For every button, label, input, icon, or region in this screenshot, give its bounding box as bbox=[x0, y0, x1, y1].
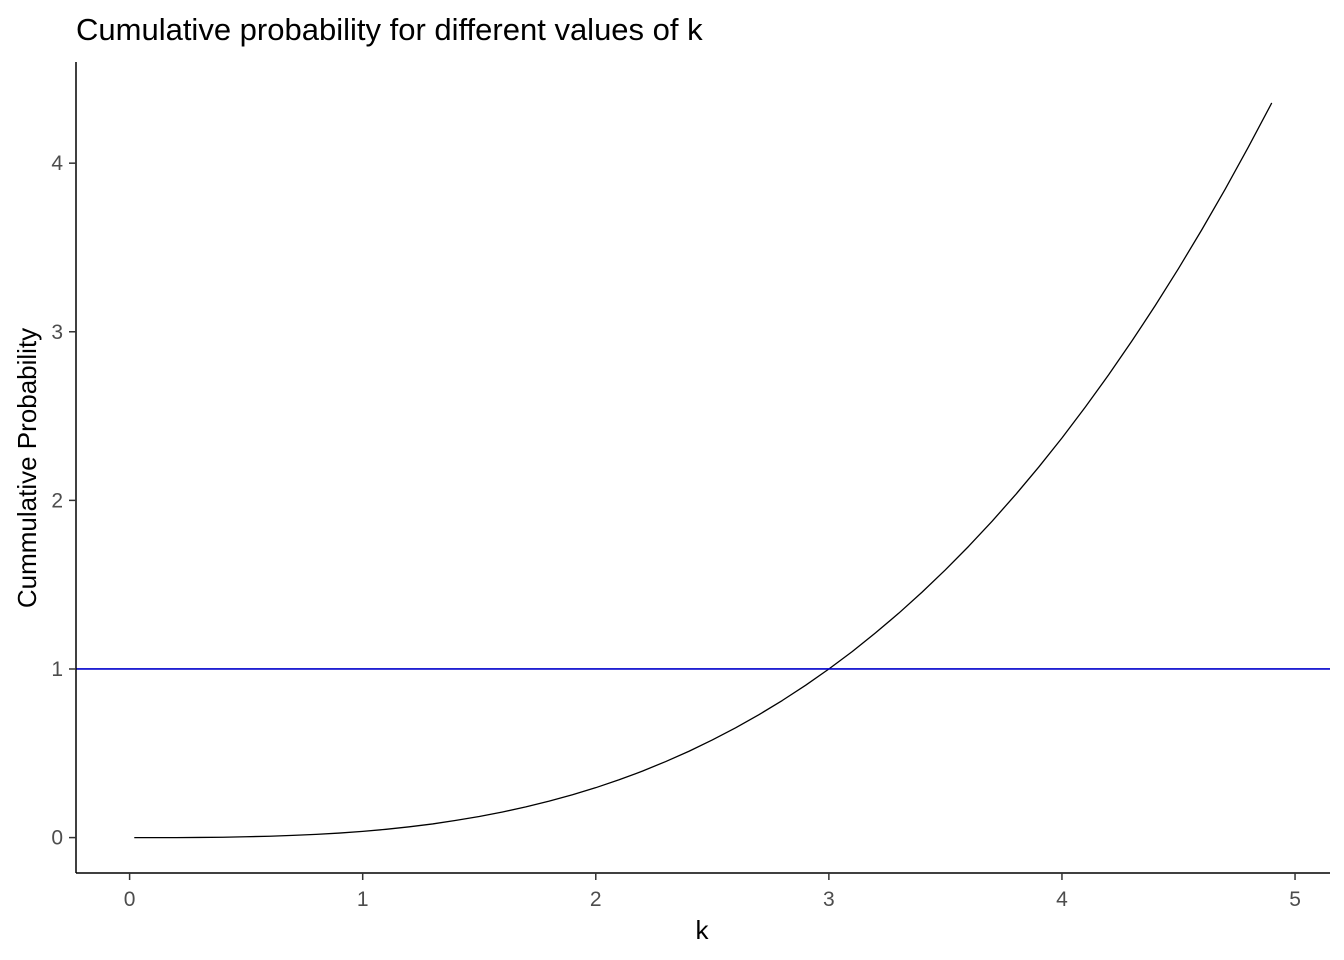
x-tick-label: 0 bbox=[124, 888, 136, 911]
y-tick-label: 1 bbox=[51, 658, 63, 681]
x-tick-label: 5 bbox=[1289, 888, 1301, 911]
y-tick-label: 2 bbox=[51, 489, 63, 512]
chart-title: Cumulative probability for different val… bbox=[76, 12, 703, 47]
series-line bbox=[134, 102, 1273, 839]
x-tick-label: 4 bbox=[1056, 888, 1068, 911]
y-axis-title: Cummulative Probability bbox=[12, 328, 42, 608]
y-tick-label: 3 bbox=[51, 321, 63, 344]
x-tick-label: 3 bbox=[823, 888, 835, 911]
y-tick-label: 0 bbox=[51, 827, 63, 850]
x-axis-ticks: 0 1 2 3 4 5 bbox=[124, 873, 1301, 911]
plot-area bbox=[76, 102, 1330, 839]
y-axis-ticks: 0 1 2 3 4 bbox=[51, 152, 76, 850]
y-tick-label: 4 bbox=[51, 152, 63, 175]
x-axis-title: k bbox=[696, 915, 710, 945]
x-tick-label: 2 bbox=[590, 888, 602, 911]
x-tick-label: 1 bbox=[357, 888, 369, 911]
